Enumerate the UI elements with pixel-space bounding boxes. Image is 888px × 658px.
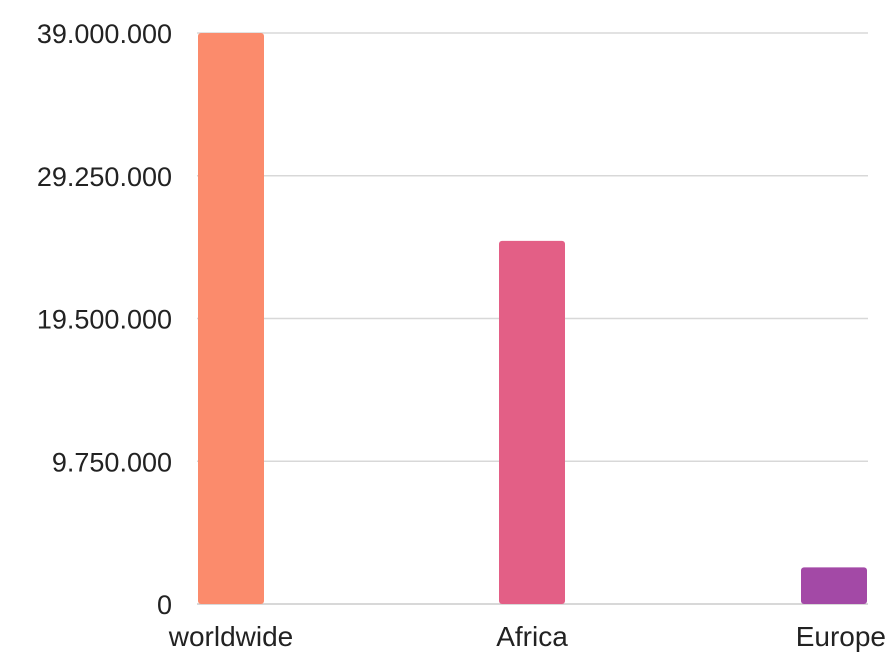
x-category-label: worldwide [168, 621, 294, 652]
bar-europe [801, 567, 867, 604]
y-tick-label: 19.500.000 [37, 305, 172, 335]
x-category-label: Africa [496, 621, 568, 652]
y-tick-label: 9.750.000 [52, 447, 172, 477]
y-axis-ticks: 0 9.750.000 19.500.000 29.250.000 39.000.000 [37, 19, 172, 620]
bars [198, 33, 867, 604]
x-category-label: Europe [796, 621, 886, 652]
y-tick-label: 39.000.000 [37, 19, 172, 49]
bar-africa [499, 240, 565, 604]
x-axis-categories: worldwide Africa Europe [168, 621, 886, 652]
y-tick-label: 0 [157, 590, 172, 620]
bar-worldwide [198, 33, 264, 604]
y-tick-label: 29.250.000 [37, 162, 172, 192]
